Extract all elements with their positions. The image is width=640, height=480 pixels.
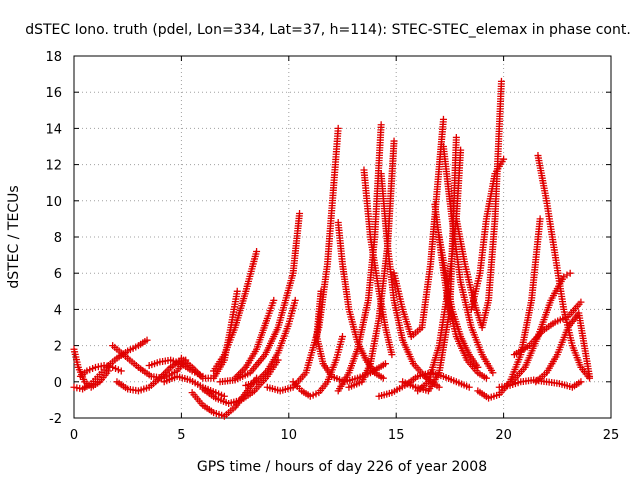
data-points — [70, 77, 594, 420]
data-point — [497, 77, 505, 85]
data-point — [117, 367, 125, 375]
y-tick-label: 12 — [45, 159, 62, 174]
x-tick-label: 25 — [603, 428, 620, 443]
data-point — [500, 155, 508, 163]
y-tick-label: 8 — [54, 231, 62, 246]
y-tick-label: 18 — [45, 50, 62, 65]
data-point — [577, 298, 585, 306]
y-tick-label: 4 — [54, 303, 62, 318]
y-tick-label: -2 — [49, 412, 62, 427]
data-point — [377, 121, 385, 129]
y-tick-label: 0 — [54, 376, 62, 391]
data-point — [474, 363, 482, 371]
data-point — [489, 369, 497, 377]
gridlines — [74, 56, 611, 418]
data-point — [390, 137, 398, 145]
y-axis-label: dSTEC / TECUs — [6, 185, 22, 288]
data-point — [253, 247, 261, 255]
data-point — [339, 333, 346, 341]
data-point — [334, 124, 342, 132]
data-point — [566, 269, 574, 277]
x-tick-label: 20 — [495, 428, 512, 443]
x-tick-label: 5 — [177, 428, 185, 443]
y-tick-label: 10 — [45, 195, 62, 210]
data-point — [379, 374, 387, 382]
data-point — [381, 360, 389, 368]
data-point — [296, 209, 304, 217]
data-point — [435, 383, 443, 391]
x-tick-label: 15 — [388, 428, 405, 443]
x-tick-label: 10 — [281, 428, 298, 443]
data-point — [439, 115, 447, 123]
axes: 0 5 10 15 20 25 -2 0 2 4 6 8 10 12 14 16 18 — [45, 50, 619, 443]
y-tick-label: 16 — [45, 86, 62, 101]
data-point — [220, 392, 228, 400]
data-point — [291, 296, 299, 304]
x-tick-label: 0 — [70, 428, 78, 443]
data-point — [388, 351, 396, 359]
data-point — [457, 146, 465, 154]
x-axis-label: GPS time / hours of day 226 of year 2008 — [197, 459, 487, 475]
y-tick-label: 6 — [54, 267, 62, 282]
y-tick-label: 14 — [45, 122, 62, 137]
chart-title: dSTEC Iono. truth (pdel, Lon=334, Lat=37… — [25, 22, 631, 38]
data-point — [482, 374, 490, 382]
data-point — [270, 296, 278, 304]
data-point — [452, 133, 460, 141]
data-point — [586, 372, 594, 380]
data-point — [577, 378, 585, 386]
data-point — [465, 383, 473, 391]
data-point — [143, 336, 151, 344]
data-point — [233, 287, 241, 295]
data-point — [536, 215, 544, 223]
y-tick-label: 2 — [54, 340, 62, 355]
